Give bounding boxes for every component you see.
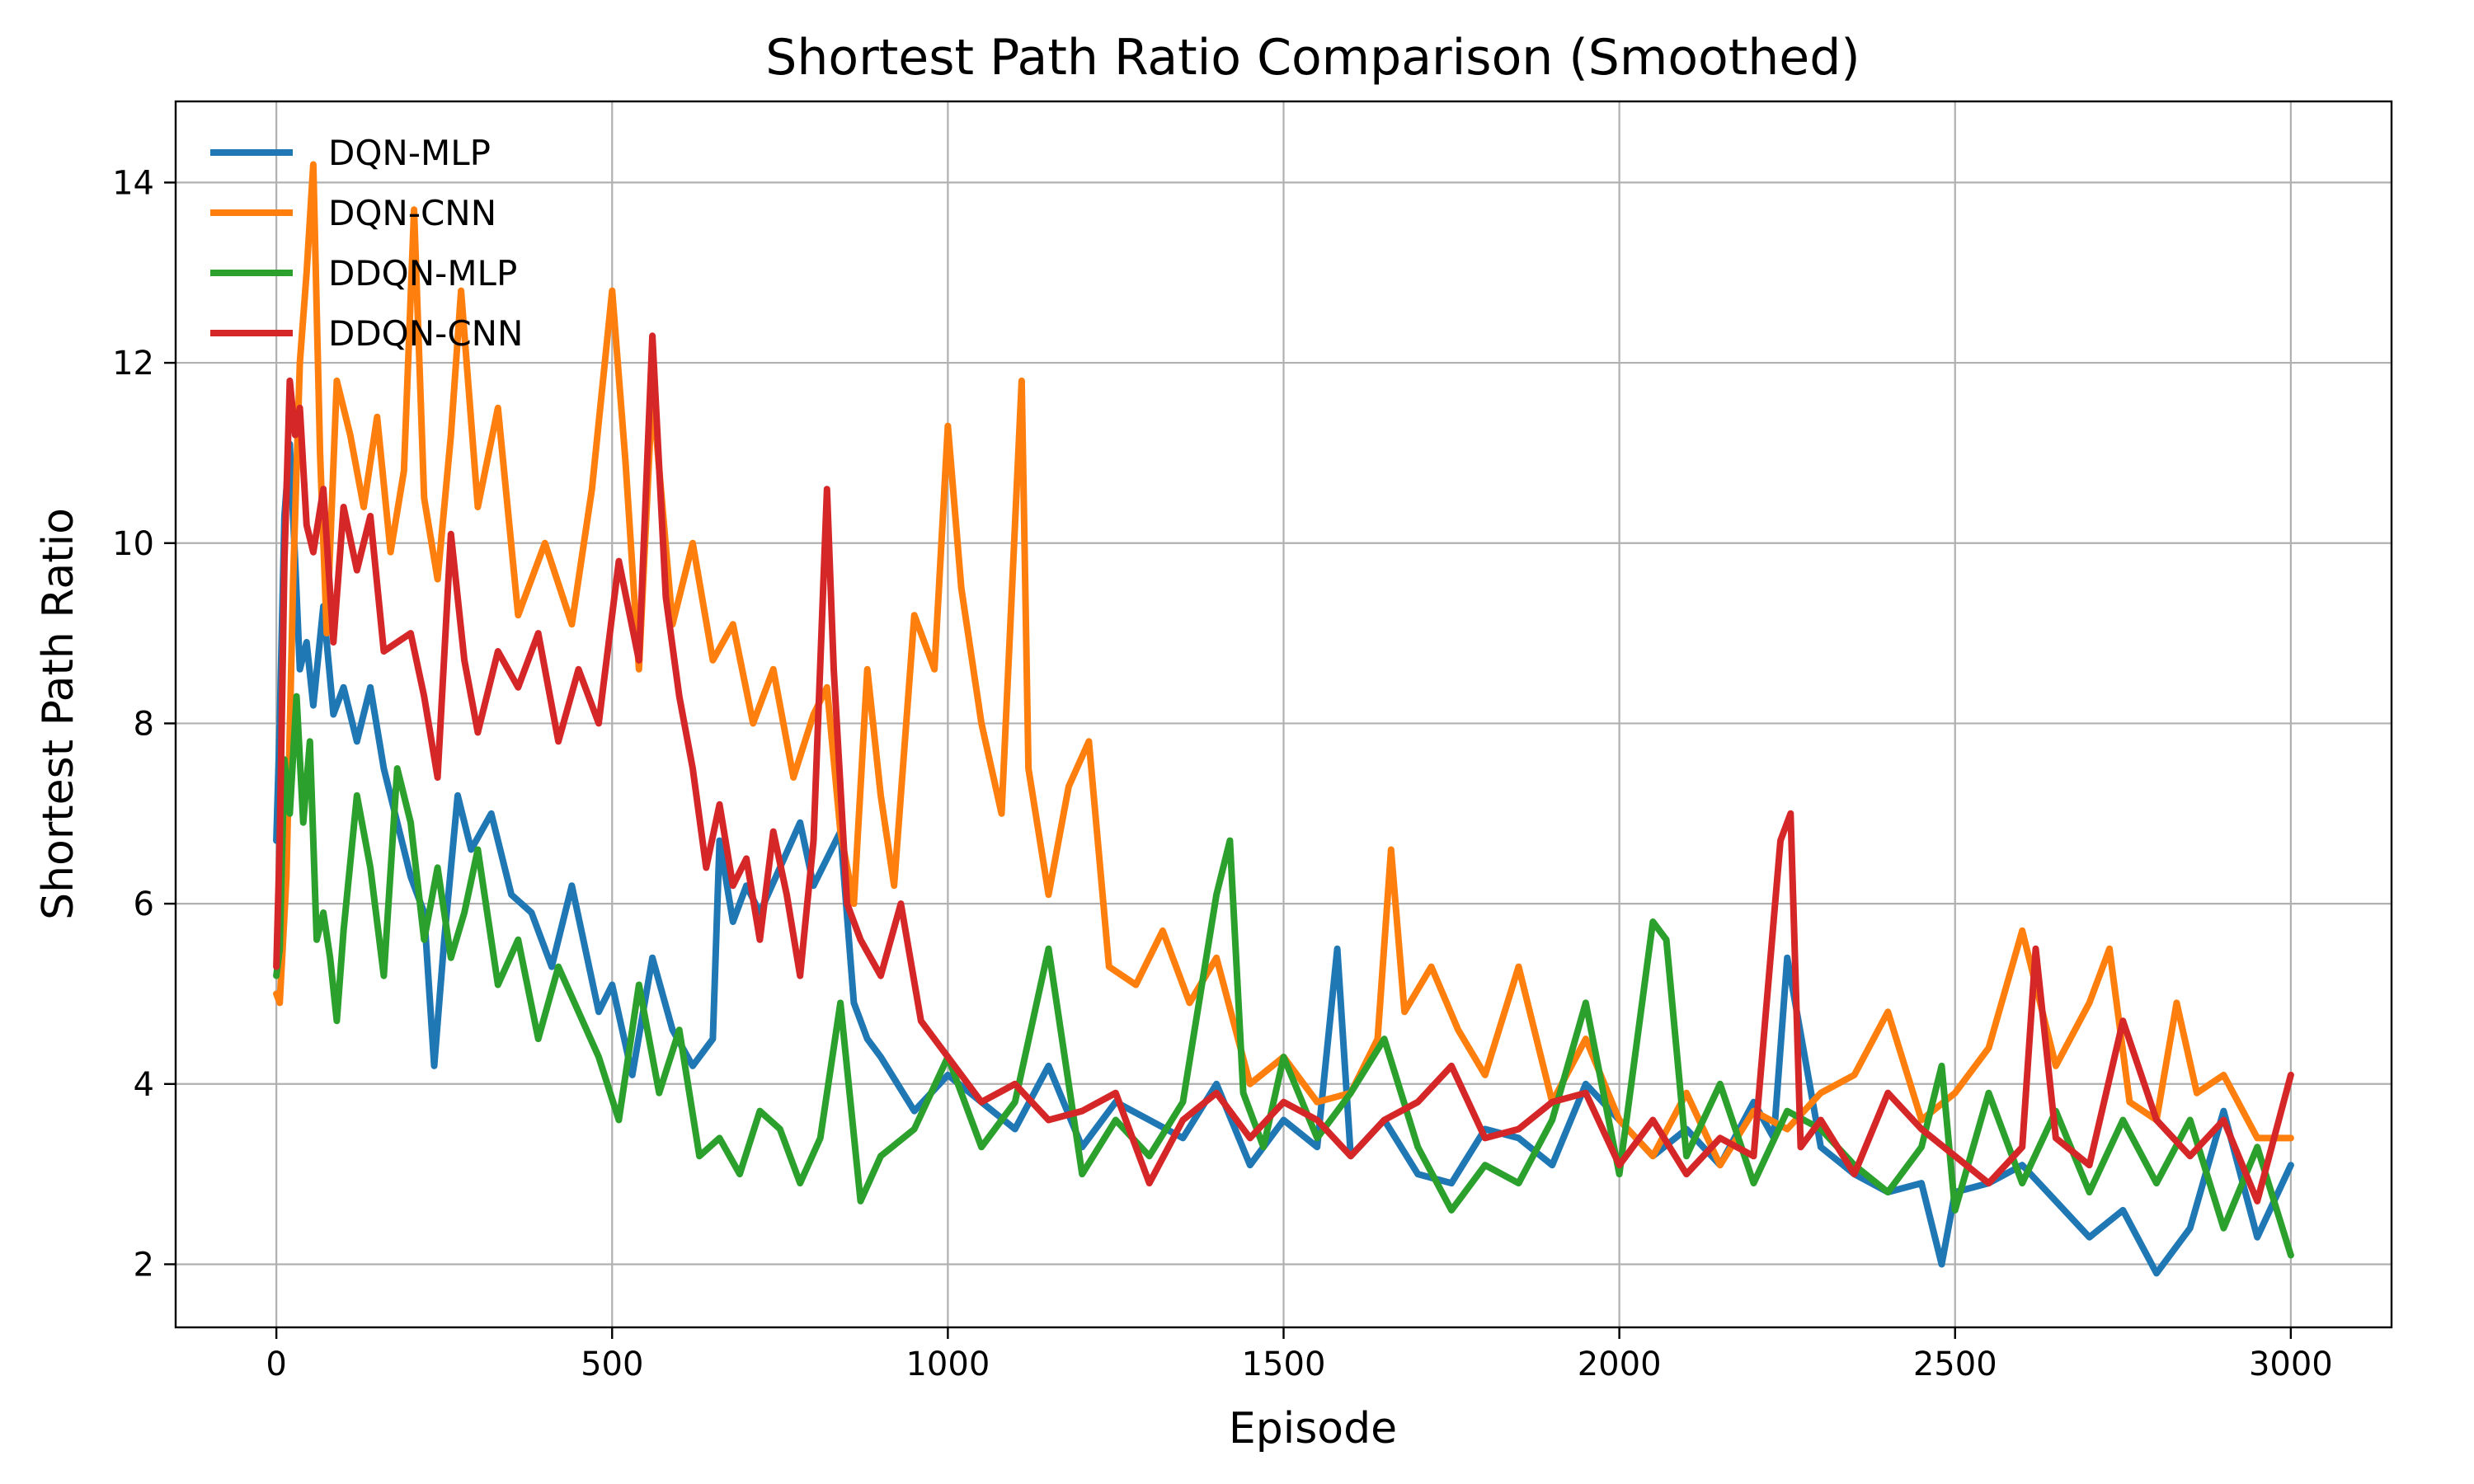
y-tick-label-5: 12 bbox=[112, 345, 154, 383]
series-layer bbox=[273, 161, 2294, 1277]
series-line-ddqn-cnn bbox=[273, 332, 2294, 1205]
series-line-dqn-mlp bbox=[273, 440, 2294, 1277]
series-line-dqn-cnn bbox=[273, 161, 2294, 1169]
y-tick-label-6: 14 bbox=[112, 164, 154, 202]
y-tick-label-1: 4 bbox=[134, 1066, 154, 1104]
x-axis-title: Episode bbox=[1229, 1404, 1397, 1453]
legend-label-ddqn-cnn: DDQN-CNN bbox=[328, 313, 523, 354]
legend-label-ddqn-mlp: DDQN-MLP bbox=[328, 253, 517, 294]
x-tick-label-2: 1000 bbox=[905, 1345, 990, 1383]
x-axis: 0 500 1000 1500 2000 2500 3000 bbox=[266, 1327, 2333, 1383]
x-tick-label-4: 2000 bbox=[1578, 1345, 1662, 1383]
x-tick-label-5: 2500 bbox=[1913, 1345, 1997, 1383]
grid-lines bbox=[176, 101, 2392, 1327]
y-axis: 2 4 6 8 10 12 14 bbox=[112, 164, 176, 1284]
legend-label-dqn-mlp: DQN-MLP bbox=[328, 133, 491, 173]
y-axis-title: Shortest Path Ratio bbox=[34, 508, 83, 920]
y-tick-label-3: 8 bbox=[134, 705, 154, 743]
chart-title: Shortest Path Ratio Comparison (Smoothed… bbox=[765, 29, 1860, 87]
x-tick-label-3: 1500 bbox=[1242, 1345, 1326, 1383]
y-tick-label-4: 10 bbox=[112, 525, 154, 563]
legend-label-dqn-cnn: DQN-CNN bbox=[328, 193, 496, 233]
x-tick-label-6: 3000 bbox=[2249, 1345, 2333, 1383]
y-tick-label-2: 6 bbox=[134, 885, 154, 923]
legend: DQN-MLP DQN-CNN DDQN-MLP DDQN-CNN bbox=[210, 133, 523, 354]
y-tick-label-0: 2 bbox=[134, 1246, 154, 1284]
x-tick-label-1: 500 bbox=[581, 1345, 643, 1383]
x-tick-label-0: 0 bbox=[266, 1345, 286, 1383]
